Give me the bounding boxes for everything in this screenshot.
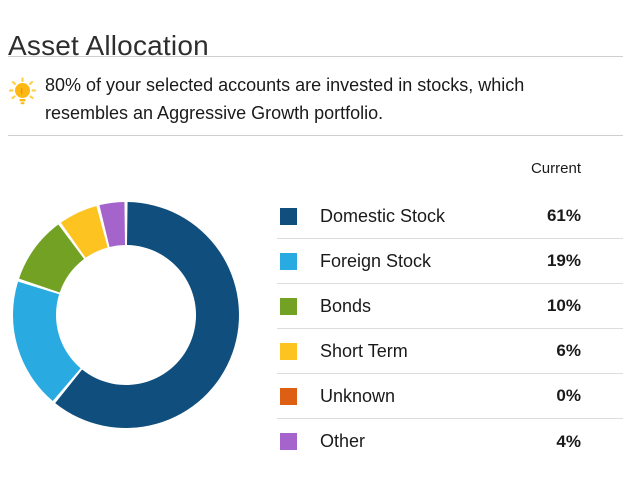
unknown-swatch [280,387,297,405]
legend-value: 61% [546,206,581,225]
tip-divider [8,135,623,136]
asset-allocation-donut-chart [6,195,246,435]
short-term-swatch [280,342,297,360]
legend-label: Bonds [320,295,372,316]
legend-row-unknown: Unknown 0% [277,374,623,419]
legend-row-short-term: Short Term 6% [277,329,623,374]
legend-label: Unknown [320,385,396,406]
tip-message: 80% of your selected accounts are invest… [45,75,525,123]
legend-label: Domestic Stock [320,205,446,226]
legend-label: Other [320,431,366,451]
legend-row-foreign-stock: Foreign Stock 19% [277,239,623,284]
bonds-swatch [280,297,297,315]
legend-value: 10% [546,296,581,315]
legend-value: 6% [556,341,581,360]
foreign-stock-swatch [280,252,297,270]
lightbulb-icon [8,77,37,109]
legend-label: Foreign Stock [320,250,432,271]
donut-slice-bonds[interactable] [19,224,85,293]
donut-slice-foreign-stock[interactable] [12,281,81,402]
donut-slice-other[interactable] [99,202,126,247]
legend-row-domestic-stock: Domestic Stock 61% [277,194,623,239]
title-divider [8,56,623,57]
legend-value: 0% [556,386,581,405]
allocation-legend-table: Current Domestic Stock 61% Foreign Stock… [277,160,623,464]
other-swatch [280,433,297,450]
legend-row-other: Other 4% [277,419,623,464]
legend-value: 4% [556,431,581,451]
page-title: Asset Allocation [8,29,209,61]
current-column-header: Current [530,160,581,177]
donut-slice-short-term[interactable] [60,205,108,258]
domestic-stock-swatch [280,207,297,225]
legend-row-bonds: Bonds 10% [277,284,623,329]
donut-slice-domestic-stock[interactable] [55,202,239,428]
legend-value: 19% [546,251,581,270]
legend-label: Short Term [320,340,408,361]
